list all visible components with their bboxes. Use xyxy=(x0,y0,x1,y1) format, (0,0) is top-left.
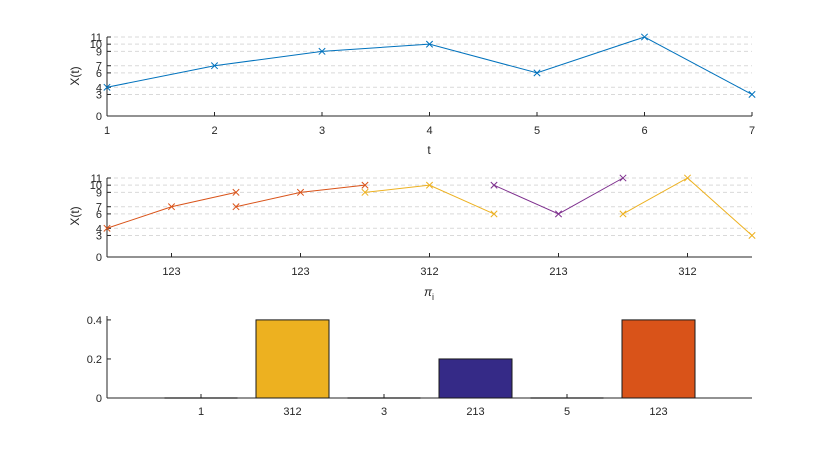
segment-point xyxy=(490,210,498,218)
data-point xyxy=(318,47,326,55)
segment-point xyxy=(296,188,305,196)
segment-point xyxy=(619,210,627,218)
ytick-label: 9 xyxy=(96,46,102,58)
ytick-label: 4 xyxy=(96,82,102,94)
segment-point xyxy=(361,188,369,196)
ytick-label: 0.4 xyxy=(87,315,102,327)
data-point xyxy=(103,83,111,91)
bottom-bars xyxy=(164,319,696,399)
data-point xyxy=(425,40,434,48)
xtick-label: 6 xyxy=(641,125,647,137)
xtick-label: 3 xyxy=(381,406,387,418)
data-point xyxy=(640,33,649,41)
middle-axes xyxy=(106,177,752,258)
xtick-label: 123 xyxy=(649,406,667,418)
xtick-label: 7 xyxy=(749,125,755,137)
bottom-xtick-labels: 1 312 3 213 5 123 xyxy=(198,406,668,418)
segment-point xyxy=(425,181,434,189)
xtick-label: 3 xyxy=(319,125,325,137)
segment-line-123 xyxy=(235,184,366,208)
data-point xyxy=(533,69,541,77)
ytick-label: 0 xyxy=(96,393,102,405)
segment-point xyxy=(490,181,498,189)
ytick-label: 11 xyxy=(91,173,102,185)
middle-ylabel: X(t) xyxy=(68,206,82,225)
middle-series xyxy=(103,174,756,240)
xtick-label: 5 xyxy=(564,406,570,418)
segment-point xyxy=(554,210,563,218)
panel-bottom: 0 0.2 0.4 1 312 3 213 5 123 xyxy=(87,315,752,418)
ytick-label: 6 xyxy=(96,68,102,80)
middle-xtick-labels: 123 123 312 213 312 xyxy=(162,266,696,278)
xtick-label: 2 xyxy=(211,125,217,137)
xtick-label: 1 xyxy=(104,125,110,137)
xtick-label: 4 xyxy=(426,125,432,137)
ytick-label: 7 xyxy=(96,61,102,73)
xtick-label: 213 xyxy=(549,266,567,278)
bottom-ytick-labels: 0 0.2 0.4 xyxy=(87,315,102,405)
ytick-label: 0 xyxy=(96,252,102,264)
middle-xlabel: πi xyxy=(424,285,434,302)
ytick-label: 0.2 xyxy=(87,354,102,366)
middle-grid xyxy=(107,177,752,236)
xtick-label: 1 xyxy=(198,406,204,418)
segment-point xyxy=(103,224,111,232)
data-point xyxy=(210,62,219,70)
segment-point xyxy=(619,174,627,182)
ytick-label: 6 xyxy=(96,209,102,221)
ytick-label: 11 xyxy=(91,32,102,44)
segment-line-213 xyxy=(493,177,624,215)
top-grid xyxy=(107,36,752,95)
ytick-label: 7 xyxy=(96,202,102,214)
top-series xyxy=(103,33,756,99)
middle-xlabel-sub: i xyxy=(432,292,434,302)
top-xlabel: t xyxy=(427,143,431,157)
xtick-label: 312 xyxy=(283,406,301,418)
segment-point xyxy=(748,231,756,240)
segment-point xyxy=(232,203,240,211)
segment-point xyxy=(361,181,369,189)
top-xtick-labels: 1 2 3 4 5 6 7 xyxy=(104,125,755,137)
top-ylabel: X(t) xyxy=(68,66,82,85)
ytick-label: 4 xyxy=(96,223,102,235)
segment-point xyxy=(683,174,692,182)
xtick-label: 5 xyxy=(534,125,540,137)
ytick-label: 3 xyxy=(96,89,102,101)
xtick-label: 312 xyxy=(420,266,438,278)
data-point xyxy=(748,90,756,99)
top-axes xyxy=(106,36,753,117)
segment-point xyxy=(232,188,240,196)
ytick-label: 9 xyxy=(96,187,102,199)
bar-312 xyxy=(255,319,330,399)
xtick-label: 123 xyxy=(291,266,309,278)
segment-line-123 xyxy=(106,191,237,229)
bar-123 xyxy=(621,319,696,399)
segment-line-312 xyxy=(364,184,495,215)
middle-xlabel-main: π xyxy=(424,285,433,299)
xtick-label: 123 xyxy=(162,266,180,278)
segment-point xyxy=(167,203,176,211)
ytick-label: 0 xyxy=(96,111,102,123)
xtick-label: 312 xyxy=(678,266,696,278)
bar-213 xyxy=(438,358,513,399)
ytick-label: 10 xyxy=(90,180,102,192)
ytick-label: 10 xyxy=(90,39,102,51)
xtick-label: 213 xyxy=(466,406,484,418)
ytick-label: 3 xyxy=(96,230,102,242)
